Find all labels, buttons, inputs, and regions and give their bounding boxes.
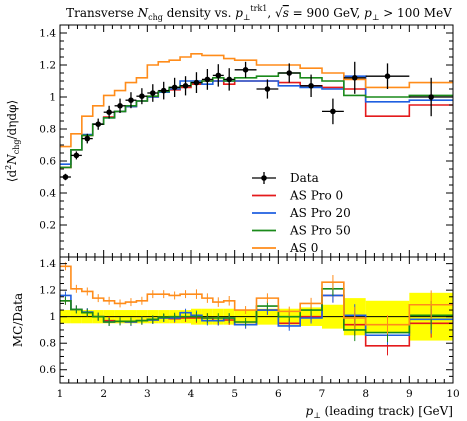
legend-entry: AS Pro 50	[252, 224, 351, 238]
legend-label: AS Pro 0	[289, 189, 343, 203]
y-tick-label: 1.4	[39, 28, 56, 40]
ratio-y-ticks: 0.6 0.8 1 1.2 1.4	[39, 256, 453, 384]
y-tick-label: 0.6	[39, 364, 56, 376]
y-tick-label: 0.6	[39, 156, 56, 168]
y-tick-label: 0.2	[39, 220, 56, 232]
data-point	[95, 121, 102, 127]
data-point	[384, 73, 391, 79]
data-point	[149, 90, 156, 96]
data-point	[330, 108, 336, 115]
y-tick-label: 1.4	[39, 258, 56, 270]
data-point	[215, 72, 222, 79]
data-point	[351, 75, 358, 81]
data-point	[226, 76, 233, 83]
series-as-0	[60, 53, 453, 148]
series-line	[60, 53, 453, 148]
data-point	[264, 86, 271, 92]
series-as-pro-0	[60, 80, 453, 169]
ratio-y-axis-label: MC/Data	[11, 293, 25, 347]
data-points	[60, 61, 453, 181]
y-tick-label: 1.2	[39, 285, 56, 297]
data-point	[160, 87, 167, 94]
legend-entry: AS Pro 20	[252, 206, 351, 220]
x-tick-label: 2	[100, 388, 107, 400]
data-point	[182, 83, 189, 89]
series-line	[60, 72, 453, 169]
legend-entry: Data	[252, 171, 319, 185]
x-tick-label: 8	[362, 388, 369, 400]
series-line	[60, 80, 453, 169]
y-tick-label: 0.8	[39, 338, 56, 350]
data-point	[106, 109, 112, 115]
data-point	[117, 103, 123, 109]
ratio-panel: 0.6 0.8 1 1.2 1.4 1 2 3 4 5 6 7 8 9 10 MC/Data p⊥ (le…	[11, 25, 460, 420]
legend-entry: AS Pro 0	[252, 189, 343, 203]
x-tick-label: 5	[231, 388, 238, 400]
x-tick-label: 7	[319, 388, 326, 400]
legend-label: AS Pro 20	[289, 206, 351, 220]
data-point	[171, 84, 178, 91]
x-tick-label: 3	[144, 388, 151, 400]
x-tick-label: 1	[57, 388, 64, 400]
data-point	[193, 79, 200, 86]
data-point	[84, 135, 91, 142]
y-tick-label: 1	[49, 311, 56, 323]
y-tick-label: 1	[49, 92, 56, 104]
main-panel: 0.2 0.4 0.6 0.8 1 1.2 1.4 ⟨d2Nchg/dηdφ⟩ Data AS…	[4, 24, 454, 258]
x-tick-label: 9	[406, 388, 413, 400]
data-point	[308, 83, 314, 89]
legend-entry: AS 0	[252, 241, 318, 255]
x-tick-label: 4	[188, 388, 195, 400]
y-tick-label: 0.4	[39, 188, 56, 200]
ratio-frame	[59, 256, 454, 384]
legend: Data AS Pro 0 AS Pro 20 AS Pro 50 AS 0	[252, 171, 351, 255]
ratio-plot-layer	[60, 262, 453, 356]
legend-label: Data	[290, 171, 319, 185]
main-plot-layer	[60, 53, 453, 181]
data-point	[428, 94, 434, 100]
legend-label: AS Pro 50	[289, 224, 351, 238]
data-point	[286, 70, 293, 76]
x-tick-label: 6	[275, 388, 282, 400]
main-y-ticks: 0.2 0.4 0.6 0.8 1 1.2 1.4	[39, 24, 453, 258]
data-point	[62, 174, 69, 180]
data-point	[73, 152, 80, 159]
y-tick-label: 1.2	[39, 60, 56, 72]
legend-label: AS 0	[289, 241, 318, 255]
main-y-axis-label: ⟨d2Nchg/dηdφ⟩	[4, 100, 21, 182]
chart-title: Transverse Nchg density vs. p⊥trk1, √s =…	[66, 4, 452, 22]
data-point	[242, 67, 249, 73]
data-point	[204, 76, 211, 83]
data-point	[128, 97, 134, 103]
x-ticks: 1 2 3 4 5 6 7 8 9 10	[57, 25, 460, 400]
ratio-series-as-0	[60, 262, 453, 335]
data-point	[139, 93, 145, 99]
x-axis-label: p⊥ (leading track) [GeV]	[306, 404, 453, 420]
y-tick-label: 0.8	[39, 124, 56, 136]
legend-marker-dot	[261, 175, 267, 181]
x-tick-label: 10	[446, 388, 459, 400]
